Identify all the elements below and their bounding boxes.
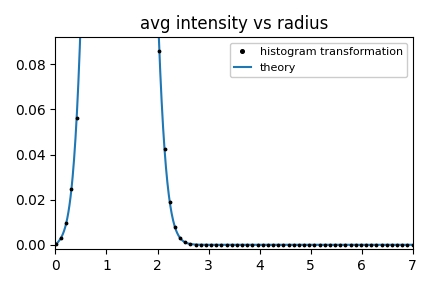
theory <box>198 243 203 247</box>
Line: theory: theory <box>55 0 413 245</box>
Line: histogram transformation: histogram transformation <box>54 0 415 247</box>
histogram transformation <box>167 200 172 203</box>
theory <box>338 243 343 247</box>
histogram transformation <box>255 243 260 247</box>
theory <box>410 243 415 247</box>
theory <box>332 243 337 247</box>
theory <box>53 243 58 247</box>
Legend: histogram transformation, theory: histogram transformation, theory <box>229 43 407 77</box>
histogram transformation <box>363 243 368 247</box>
histogram transformation <box>410 243 415 247</box>
histogram transformation <box>359 243 364 247</box>
theory <box>299 243 304 247</box>
theory <box>210 243 216 247</box>
Title: avg intensity vs radius: avg intensity vs radius <box>140 15 328 33</box>
histogram transformation <box>54 242 59 246</box>
